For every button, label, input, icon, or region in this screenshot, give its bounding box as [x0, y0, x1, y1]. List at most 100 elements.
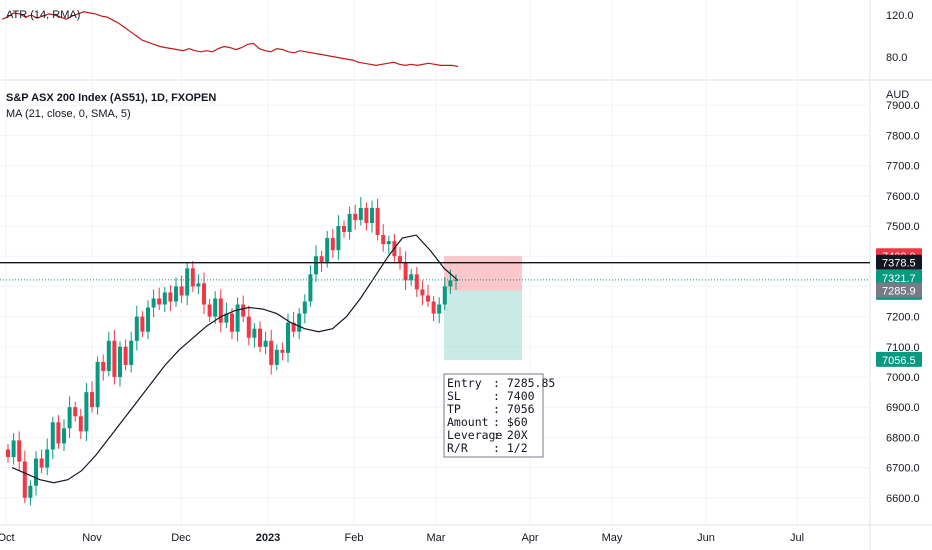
candle-body[interactable] [364, 207, 369, 223]
candle-body[interactable] [325, 238, 330, 263]
candle-body[interactable] [134, 316, 139, 341]
candle-body[interactable] [286, 322, 290, 353]
candle-body[interactable] [437, 304, 442, 314]
candle-body[interactable] [398, 256, 402, 263]
candle-body[interactable] [403, 262, 408, 281]
price-tag-bg [876, 254, 922, 270]
stop-loss-zone[interactable] [444, 256, 522, 291]
candle-body[interactable] [185, 268, 190, 296]
time-axis[interactable]: Oct Nov Dec 2023 Feb Mar Apr May Jun Jul [0, 532, 804, 544]
candle-body[interactable] [146, 307, 150, 332]
candle-body[interactable] [95, 361, 100, 408]
candle-body[interactable] [386, 241, 391, 245]
candle-body[interactable] [207, 304, 212, 317]
candle-body[interactable] [6, 449, 10, 458]
candle-body[interactable] [50, 422, 55, 450]
candle-body[interactable] [90, 392, 94, 408]
trade-box-key: Amount [447, 415, 489, 429]
candle-body[interactable] [330, 238, 335, 251]
candle-body[interactable] [28, 485, 33, 498]
trade-box-key: Entry [447, 376, 482, 390]
trade-info-box[interactable]: Entry: 7285.85 SL: 7400 TP: 7056 Amount: $6… [443, 373, 555, 458]
candle-body[interactable] [84, 392, 89, 432]
candle-body[interactable] [375, 207, 380, 236]
candle-body[interactable] [174, 286, 178, 302]
candle-body[interactable] [252, 328, 257, 338]
price-tag-take-profit: 7056.5 [882, 355, 916, 367]
candle-body[interactable] [280, 349, 285, 353]
candle-body[interactable] [319, 256, 324, 263]
candle-body[interactable] [235, 304, 240, 332]
time-tick-label: Apr [521, 532, 538, 544]
candle-body[interactable] [409, 274, 414, 281]
candle-body[interactable] [157, 298, 162, 305]
candle-body[interactable] [297, 313, 302, 332]
trade-box-key: R/R [447, 441, 468, 455]
candle-body[interactable] [78, 416, 83, 432]
candle-body[interactable] [426, 295, 430, 302]
candle-body[interactable] [448, 280, 453, 287]
candle-body[interactable] [353, 213, 358, 220]
candle-body[interactable] [151, 298, 156, 308]
candle-body[interactable] [168, 292, 173, 302]
price-axis[interactable]: 6600.0 6700.0 6800.0 6900.0 7000.0 7100.0 7200… [886, 100, 920, 505]
candle-body[interactable] [381, 235, 386, 245]
candle-body[interactable] [302, 301, 307, 314]
candle-body[interactable] [67, 407, 72, 429]
candle-body[interactable] [370, 207, 374, 223]
candle-body[interactable] [162, 292, 167, 305]
candle-body[interactable] [129, 340, 134, 365]
candle-body[interactable] [224, 313, 229, 323]
candle-body[interactable] [39, 458, 44, 468]
candle-body[interactable] [241, 304, 246, 317]
candle-body[interactable] [420, 289, 425, 296]
candle-body[interactable] [11, 440, 16, 458]
candle-body[interactable] [308, 274, 313, 302]
candle-body[interactable] [62, 428, 66, 444]
take-profit-zone[interactable] [444, 290, 522, 360]
symbol-legend[interactable]: S&P ASX 200 Index (AS51), 1D, FXOPEN [6, 92, 216, 104]
candle-body[interactable] [179, 286, 184, 296]
candle-body[interactable] [140, 316, 145, 332]
candle-body[interactable] [34, 458, 38, 486]
candle-body[interactable] [56, 422, 61, 444]
candle-body[interactable] [246, 316, 251, 338]
candle-body[interactable] [123, 346, 128, 365]
candle-body[interactable] [314, 256, 318, 275]
candle-body[interactable] [336, 226, 341, 251]
candle-body[interactable] [101, 361, 106, 371]
candle-body[interactable] [190, 268, 195, 287]
position-zones[interactable] [444, 256, 522, 360]
candle-body[interactable] [118, 346, 122, 377]
candle-body[interactable] [414, 274, 419, 290]
candle-body[interactable] [442, 286, 447, 305]
candle-body[interactable] [22, 461, 27, 498]
trade-box-value: : 7400 [493, 389, 535, 403]
candle-body[interactable] [431, 301, 436, 314]
candle-body[interactable] [263, 340, 268, 347]
price-tick-label: 7600.0 [886, 191, 920, 203]
candle-body[interactable] [196, 283, 201, 287]
candle-body[interactable] [358, 207, 363, 220]
candle-body[interactable] [213, 298, 218, 317]
candle-body[interactable] [269, 340, 274, 365]
ma-legend[interactable]: MA (21, close, 0, SMA, 5) [6, 108, 131, 120]
candle-body[interactable] [45, 449, 50, 468]
candle-body[interactable] [73, 407, 78, 417]
candle-body[interactable] [106, 340, 111, 371]
atr-legend[interactable]: ATR (14, RMA) [6, 9, 80, 21]
candle-body[interactable] [202, 283, 206, 305]
candle-body[interactable] [258, 328, 262, 347]
candles[interactable] [6, 197, 458, 506]
candle-body[interactable] [112, 340, 117, 377]
atr-pane[interactable] [1, 11, 459, 68]
candle-body[interactable] [17, 440, 22, 462]
candle-body[interactable] [347, 213, 352, 233]
candle-body[interactable] [218, 298, 223, 323]
candle-body[interactable] [291, 322, 296, 332]
candle-body[interactable] [342, 226, 346, 233]
candle-body[interactable] [274, 349, 279, 365]
price-tag-bg [876, 282, 922, 298]
candle-body[interactable] [230, 313, 234, 332]
